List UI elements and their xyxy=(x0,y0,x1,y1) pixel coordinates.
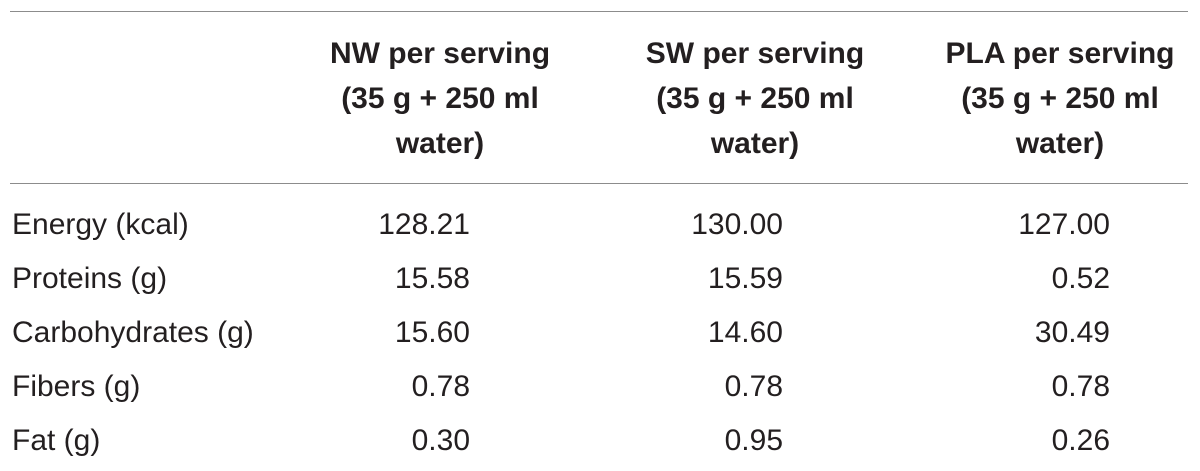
cell-nw: 128.21 xyxy=(378,208,470,241)
cell-pla: 0.78 xyxy=(1051,370,1110,403)
row-label: Proteins (g) xyxy=(12,262,168,295)
cell-sw: 0.95 xyxy=(724,424,783,457)
column-header-line: PLA per serving xyxy=(945,37,1175,70)
column-header-sw: SW per serving (35 g + 250 ml water) xyxy=(615,31,895,166)
column-header-line: (35 g + 250 ml xyxy=(961,82,1159,115)
column-header-line: water) xyxy=(1015,127,1105,160)
cell-pla: 0.52 xyxy=(1051,262,1110,295)
cell-pla: 0.26 xyxy=(1051,424,1110,457)
cell-sw: 15.59 xyxy=(707,262,783,295)
table-row: Energy (kcal) 128.21 130.00 127.00 xyxy=(0,198,1200,252)
row-label: Fibers (g) xyxy=(12,370,141,403)
column-header-line: SW per serving xyxy=(645,37,865,70)
table-row: Proteins (g) 15.58 15.59 0.52 xyxy=(0,252,1200,306)
row-label: Fat (g) xyxy=(12,424,101,457)
column-header-line: water) xyxy=(710,127,800,160)
table-top-rule xyxy=(10,11,1188,12)
cell-sw: 14.60 xyxy=(707,316,783,349)
column-header-pla: PLA per serving (35 g + 250 ml water) xyxy=(920,31,1200,166)
table-row: Fibers (g) 0.78 0.78 0.78 xyxy=(0,360,1200,414)
column-header-line: (35 g + 250 ml xyxy=(656,82,854,115)
cell-nw: 15.58 xyxy=(394,262,470,295)
column-header-line: (35 g + 250 ml xyxy=(341,82,539,115)
column-header-nw: NW per serving (35 g + 250 ml water) xyxy=(300,31,580,166)
cell-sw: 0.78 xyxy=(724,370,783,403)
row-label: Energy (kcal) xyxy=(12,208,189,241)
column-header-line: water) xyxy=(395,127,485,160)
table-header-rule xyxy=(10,183,1188,184)
cell-nw: 0.30 xyxy=(411,424,470,457)
cell-sw: 130.00 xyxy=(691,208,783,241)
table-row: Carbohydrates (g) 15.60 14.60 30.49 xyxy=(0,306,1200,360)
column-header-line: NW per serving xyxy=(329,37,551,70)
cell-pla: 30.49 xyxy=(1034,316,1110,349)
cell-pla: 127.00 xyxy=(1018,208,1110,241)
table-row: Fat (g) 0.30 0.95 0.26 xyxy=(0,414,1200,468)
cell-nw: 15.60 xyxy=(394,316,470,349)
row-label: Carbohydrates (g) xyxy=(12,316,254,349)
cell-nw: 0.78 xyxy=(411,370,470,403)
